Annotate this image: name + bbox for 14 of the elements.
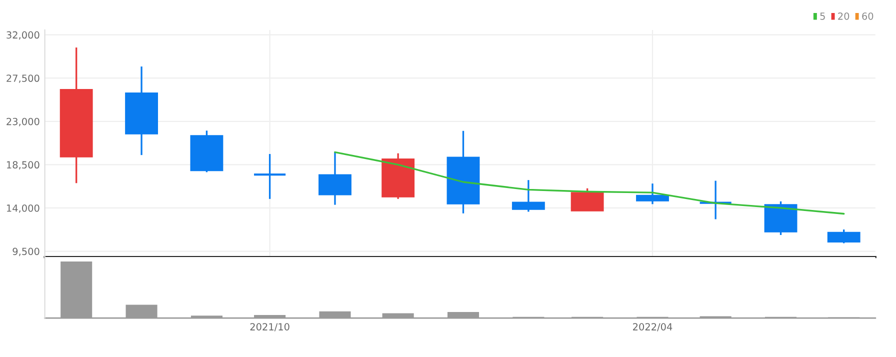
legend-label: 5 [820,12,825,20]
candlestick [252,153,287,200]
legend-label: 20 [838,12,850,20]
candlestick [698,180,732,220]
y-tick-label: 27,500 [6,74,40,83]
y-tick-label: 9,500 [12,248,40,256]
x-tick-label: 2021/10 [250,323,290,332]
line-series [334,151,845,215]
legend-label: 60 [862,12,874,20]
y-tick-label: 23,000 [6,118,40,126]
y-tick-label: 14,000 [6,204,40,213]
y-tick-label: 18,500 [6,161,40,170]
x-tick-label: 2022/04 [633,323,672,332]
y-tick-label: 32,000 [6,31,40,40]
